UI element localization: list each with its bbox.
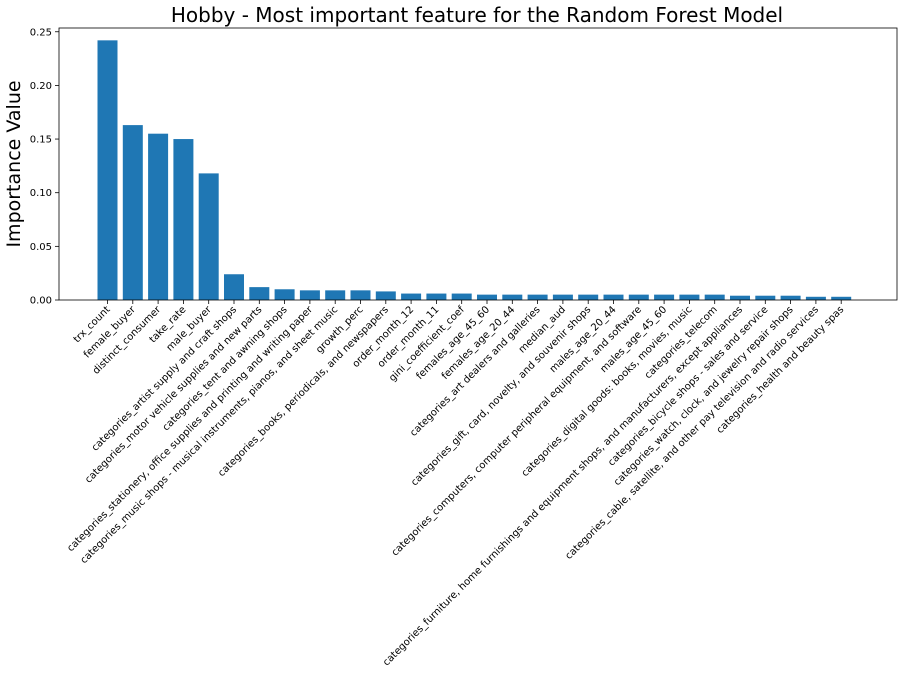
bar [148,133,169,300]
bar [477,294,497,300]
y-axis-ticks: 0.00 0.05 0.10 0.15 0.20 0.25 [30,27,59,307]
bar [451,293,472,300]
bar [122,125,143,300]
bar [704,294,725,300]
bar [527,294,548,300]
bar [249,287,270,300]
y-tick-label: 0.05 [30,242,52,253]
bar [578,294,599,300]
bar [755,295,776,300]
bar [654,294,675,300]
x-axis-ticks: trx_countfemale_buyerdistinct_consumerta… [65,300,846,668]
bar [805,296,826,300]
bar [552,294,573,300]
bar [224,274,244,300]
bar [502,294,523,300]
bar [426,293,447,300]
bar [325,290,346,300]
bar [401,293,422,300]
y-tick-label: 0.00 [30,296,52,307]
bar [831,296,852,300]
bar [375,291,396,300]
bar [603,294,624,300]
bar [274,289,295,300]
y-tick-label: 0.25 [30,27,52,38]
bar [173,139,194,300]
bar [299,290,320,300]
bar [97,40,118,301]
bar [730,295,750,300]
bar [780,295,801,300]
bar [628,294,649,300]
y-tick-label: 0.20 [30,81,52,92]
bar [198,173,219,300]
y-tick-label: 0.10 [30,188,52,199]
bar [679,294,700,300]
y-tick-label: 0.15 [30,135,52,146]
plot-frame [58,27,898,301]
chart-title: Hobby - Most important feature for the R… [171,3,783,27]
y-axis-label: Importance Value [3,80,25,247]
bar [350,290,371,300]
bar-group [97,40,852,301]
